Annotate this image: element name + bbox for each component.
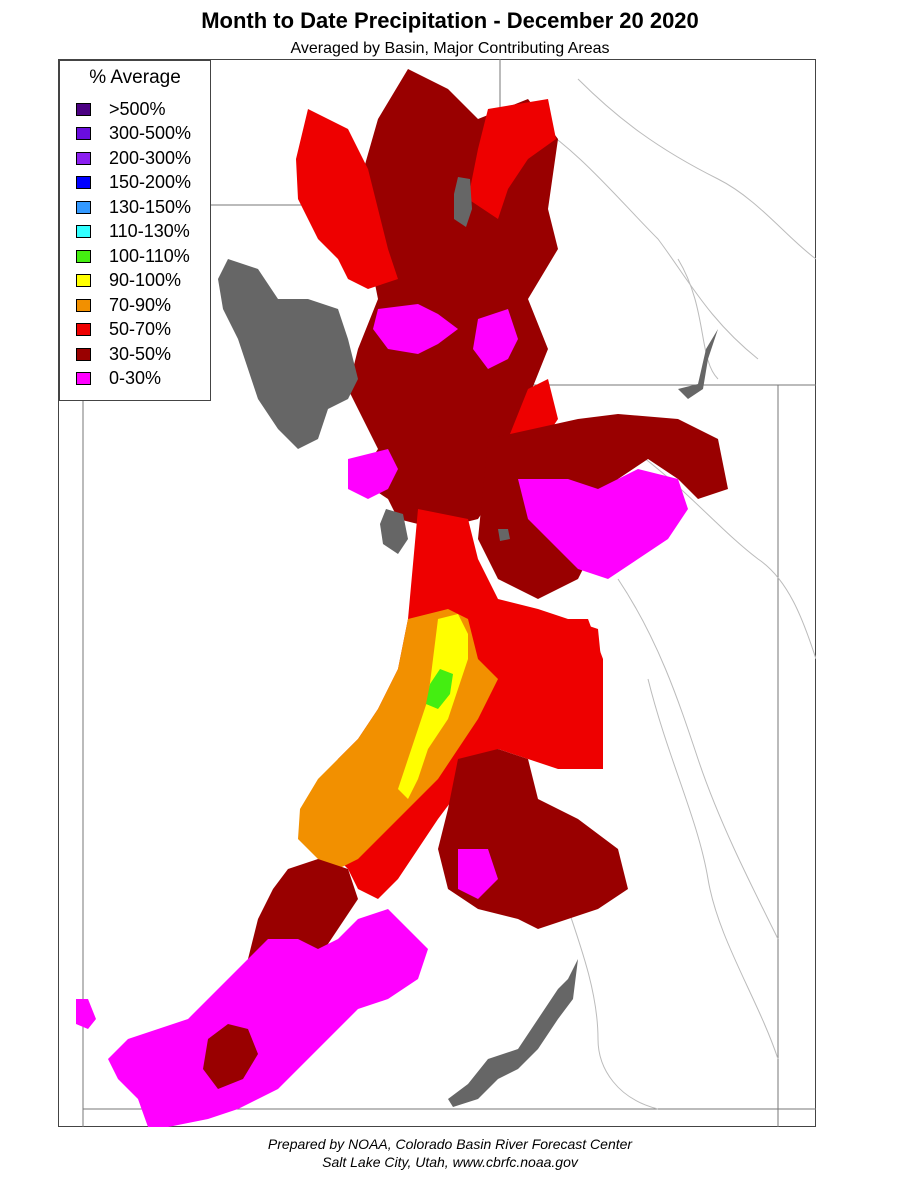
basin-bear-0-30 [373, 304, 458, 354]
legend-label: 70-90% [109, 294, 172, 315]
legend-label: 100-110% [109, 245, 190, 266]
basin-escalante-30-50 [438, 749, 628, 929]
precipitation-map [76, 59, 816, 1127]
legend-swatch [76, 151, 91, 165]
legend-swatch [76, 225, 91, 238]
legend-item: 30-50% [76, 343, 171, 365]
footer-credit-line2: Salt Lake City, Utah, www.cbrfc.noaa.gov [322, 1154, 578, 1170]
legend-swatch [76, 323, 91, 336]
starvation-reservoir [498, 529, 510, 541]
legend-swatch [76, 127, 91, 140]
lakes [218, 177, 718, 1107]
legend-item: 70-90% [76, 294, 171, 316]
basin-weber-0-30 [473, 309, 518, 369]
legend-swatch [76, 176, 91, 189]
legend-label: 110-130% [109, 221, 190, 241]
legend-item: 130-150% [76, 196, 191, 218]
legend-item: 90-100% [76, 270, 181, 292]
legend-item: 50-70% [76, 319, 171, 341]
basin-southwest-inner-30-50 [203, 1024, 258, 1089]
great-salt-lake [218, 259, 358, 449]
map-title: Month to Date Precipitation - December 2… [201, 8, 699, 33]
basin-paria-0-30 [458, 849, 498, 899]
legend-swatch [76, 102, 91, 116]
flaming-gorge [678, 329, 718, 399]
bear-lake [454, 177, 472, 227]
legend-label: 130-150% [109, 196, 192, 217]
legend-swatch [76, 372, 91, 385]
map-subtitle: Averaged by Basin, Major Contributing Ar… [290, 40, 610, 57]
legend-swatch [76, 200, 91, 214]
legend-label: 150-200% [109, 172, 192, 192]
legend-item: 300-500% [76, 123, 191, 145]
lake-powell [448, 959, 578, 1107]
legend-swatch [76, 249, 91, 263]
basin-regions [76, 69, 728, 1127]
legend-label: 90-100% [109, 270, 182, 290]
legend-title: % Average [89, 67, 181, 88]
legend-item: 150-200% [76, 172, 191, 194]
legend-swatch [76, 347, 91, 361]
basin-northeast-50-70 [468, 99, 556, 219]
legend-item: 0-30% [76, 368, 161, 390]
legend-swatch [76, 274, 91, 287]
basin-duchesne-0-30 [518, 469, 688, 579]
legend-item: 110-130% [76, 221, 190, 243]
legend: % Average >500% 300-500% 200-300% 150-200% 1… [59, 60, 211, 401]
basin-dirty-devil-50-70 [518, 619, 603, 769]
legend-label: 200-300% [109, 147, 192, 168]
legend-label: 50-70% [109, 319, 172, 339]
utah-lake [380, 509, 408, 554]
legend-label: 30-50% [109, 343, 172, 364]
basin-northwest-50-70 [296, 109, 398, 289]
legend-swatch [76, 298, 91, 312]
legend-label: 300-500% [109, 123, 192, 143]
legend-label: >500% [109, 98, 166, 119]
legend-item: >500% [76, 98, 166, 120]
basin-virgin-0-30 [108, 909, 428, 1127]
basin-far-west-0-30 [76, 999, 96, 1029]
basin-provo-0-30 [348, 449, 398, 499]
legend-label: 0-30% [109, 368, 162, 388]
legend-item: 200-300% [76, 147, 191, 169]
legend-item: 100-110% [76, 245, 190, 267]
rivers [527, 78, 816, 1110]
basin-upper-sevier-100-110 [426, 669, 453, 709]
footer-credit-line1: Prepared by NOAA, Colorado Basin River F… [267, 1136, 633, 1152]
